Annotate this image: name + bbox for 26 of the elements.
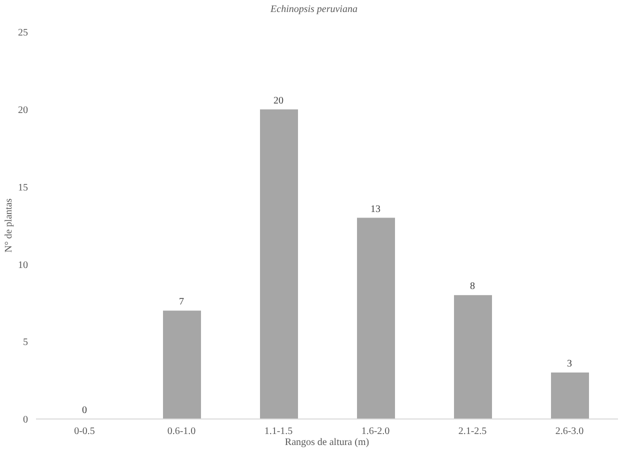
y-tick-label: 0 xyxy=(23,414,28,426)
x-tick-label: 2.1-2.5 xyxy=(458,426,487,438)
y-tick-label: 15 xyxy=(18,182,28,194)
bar xyxy=(551,372,589,419)
data-label: 8 xyxy=(470,281,475,292)
y-axis-title: N° de plantas xyxy=(4,198,15,252)
x-tick-label: 2.6-3.0 xyxy=(555,426,584,438)
data-label: 13 xyxy=(370,204,380,215)
x-axis-title: Rangos de altura (m) xyxy=(284,437,370,448)
data-label: 0 xyxy=(82,405,87,416)
bar xyxy=(357,218,395,419)
y-tick-label: 25 xyxy=(18,28,28,39)
y-tick-label: 5 xyxy=(23,337,28,348)
bar xyxy=(163,310,201,419)
data-label: 7 xyxy=(179,296,184,308)
chart-title: Echinopsis peruviana xyxy=(270,4,358,15)
x-tick-label: 1.6-2.0 xyxy=(361,426,390,438)
data-label: 20 xyxy=(274,95,284,106)
x-tick-label: 1.1-1.5 xyxy=(264,426,293,438)
y-tick-label: 10 xyxy=(18,260,28,271)
x-tick-label: 0.6-1.0 xyxy=(167,426,196,438)
data-label: 3 xyxy=(567,358,572,370)
bar xyxy=(260,109,298,419)
x-tick-label: 0-0.5 xyxy=(74,426,95,438)
bar xyxy=(454,295,492,419)
y-tick-label: 20 xyxy=(18,104,28,116)
